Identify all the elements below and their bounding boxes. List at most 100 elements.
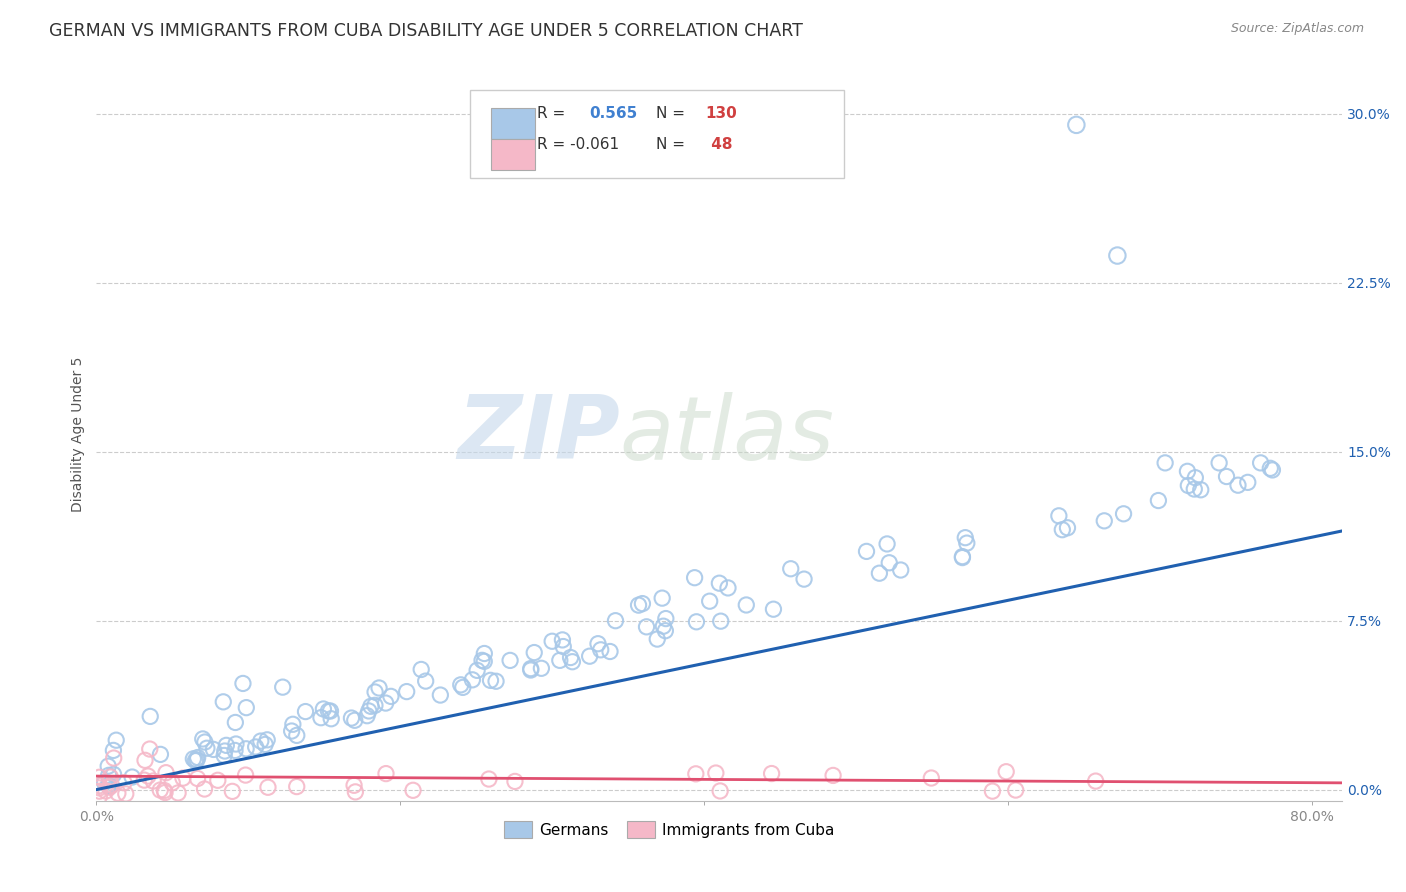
- Point: [172, 771, 194, 785]
- Point: [709, 784, 731, 798]
- Point: [551, 632, 574, 647]
- Point: [471, 653, 494, 667]
- Point: [636, 620, 658, 634]
- Point: [485, 674, 508, 689]
- Point: [1184, 471, 1206, 485]
- Point: [1258, 461, 1281, 475]
- Point: [685, 615, 707, 629]
- Point: [561, 655, 583, 669]
- Point: [224, 715, 246, 730]
- Point: [89, 779, 111, 793]
- Point: [890, 563, 912, 577]
- Point: [245, 739, 267, 754]
- Point: [356, 708, 378, 723]
- Point: [503, 774, 526, 789]
- Point: [202, 742, 225, 756]
- Point: [876, 537, 898, 551]
- Point: [553, 640, 575, 654]
- Point: [285, 780, 308, 794]
- Point: [153, 785, 176, 799]
- Point: [194, 735, 217, 749]
- Point: [249, 734, 271, 748]
- Point: [256, 732, 278, 747]
- Point: [586, 637, 609, 651]
- Point: [107, 786, 129, 800]
- Point: [187, 772, 209, 786]
- Point: [654, 624, 676, 638]
- Point: [1261, 463, 1284, 477]
- FancyBboxPatch shape: [491, 139, 534, 169]
- Point: [465, 664, 488, 678]
- Point: [89, 770, 111, 784]
- FancyBboxPatch shape: [470, 90, 844, 178]
- Point: [599, 644, 621, 658]
- Point: [1056, 521, 1078, 535]
- Point: [139, 742, 162, 756]
- Point: [793, 572, 815, 586]
- Point: [472, 647, 495, 661]
- Point: [89, 789, 111, 804]
- Point: [368, 681, 391, 695]
- Point: [761, 766, 783, 780]
- Point: [1112, 507, 1135, 521]
- Point: [952, 550, 974, 565]
- Point: [232, 676, 254, 690]
- Point: [530, 661, 553, 675]
- Point: [344, 785, 367, 799]
- Point: [215, 739, 238, 753]
- Point: [294, 705, 316, 719]
- Point: [235, 768, 257, 782]
- Point: [134, 753, 156, 767]
- Point: [683, 571, 706, 585]
- Point: [139, 709, 162, 723]
- Point: [952, 549, 974, 564]
- Point: [257, 780, 280, 795]
- Point: [868, 566, 890, 581]
- Point: [121, 770, 143, 784]
- Point: [429, 688, 451, 702]
- Point: [631, 597, 654, 611]
- Point: [254, 738, 277, 752]
- Point: [191, 731, 214, 746]
- Point: [155, 765, 177, 780]
- Point: [735, 598, 758, 612]
- Point: [956, 536, 979, 550]
- Point: [97, 778, 120, 792]
- Point: [235, 700, 257, 714]
- Point: [823, 768, 845, 782]
- Point: [375, 766, 398, 780]
- Point: [285, 728, 308, 742]
- Point: [343, 713, 366, 727]
- Point: [1047, 508, 1070, 523]
- Point: [645, 632, 668, 646]
- Point: [98, 770, 121, 784]
- Point: [134, 773, 156, 788]
- Point: [142, 774, 165, 789]
- Point: [519, 662, 541, 676]
- Text: GERMAN VS IMMIGRANTS FROM CUBA DISABILITY AGE UNDER 5 CORRELATION CHART: GERMAN VS IMMIGRANTS FROM CUBA DISABILIT…: [49, 22, 803, 40]
- Point: [1154, 456, 1177, 470]
- Point: [374, 696, 396, 710]
- Point: [380, 690, 402, 704]
- Point: [1189, 483, 1212, 497]
- Point: [651, 591, 673, 606]
- Point: [207, 773, 229, 788]
- Point: [395, 684, 418, 698]
- Point: [153, 783, 176, 797]
- Point: [318, 704, 340, 718]
- Point: [995, 764, 1018, 779]
- Point: [281, 717, 304, 731]
- Legend: Germans, Immigrants from Cuba: Germans, Immigrants from Cuba: [498, 814, 841, 845]
- Point: [415, 674, 437, 689]
- Point: [235, 741, 257, 756]
- Point: [103, 743, 125, 757]
- Point: [762, 602, 785, 616]
- Point: [225, 737, 247, 751]
- Point: [97, 768, 120, 782]
- Point: [589, 642, 612, 657]
- Point: [212, 695, 235, 709]
- Text: N =: N =: [655, 137, 685, 153]
- Point: [1236, 475, 1258, 490]
- Point: [183, 752, 205, 766]
- Point: [103, 767, 125, 781]
